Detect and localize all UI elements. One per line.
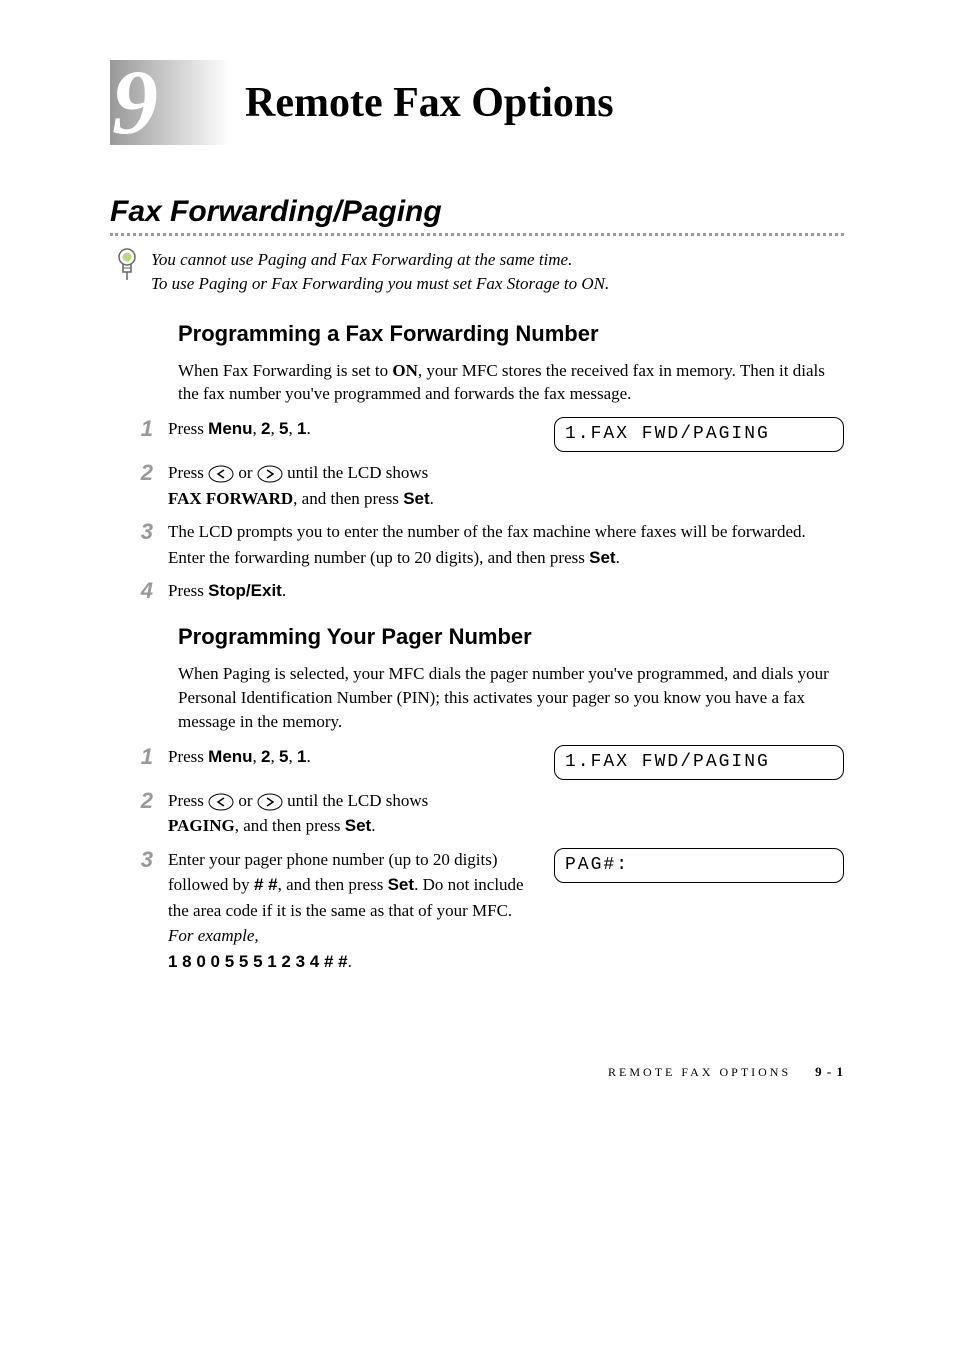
example-number: 1 8 0 0 5 5 5 1 2 3 4 # # <box>168 952 348 971</box>
note-line-2: To use Paging or Fax Forwarding you must… <box>151 274 609 293</box>
right-arrow-icon <box>257 793 283 811</box>
step-text: Press <box>168 463 208 482</box>
subsection-heading-1: Programming a Fax Forwarding Number <box>178 321 844 347</box>
lightbulb-icon <box>115 248 139 284</box>
footer-page-number: 9 - 1 <box>815 1064 844 1079</box>
chapter-header: 9 Remote Fax Options <box>110 60 844 145</box>
step-text: until the LCD shows <box>287 791 428 810</box>
intro-on: ON <box>392 361 418 380</box>
step-number: 3 <box>110 519 168 545</box>
step-number: 1 <box>110 744 168 770</box>
comma: , <box>271 747 280 766</box>
note-container: You cannot use Paging and Fax Forwarding… <box>110 248 844 296</box>
fax-forward-label: FAX FORWARD <box>168 489 293 508</box>
lcd-display: 1.FAX FWD/PAGING <box>554 417 844 452</box>
period: . <box>306 747 310 766</box>
step-text: , and then press <box>235 816 345 835</box>
step-number: 3 <box>110 847 168 873</box>
subsection1-intro: When Fax Forwarding is set to ON, your M… <box>178 359 844 407</box>
hash-keys: # # <box>254 875 278 894</box>
paging-label: PAGING <box>168 816 235 835</box>
note-text: You cannot use Paging and Fax Forwarding… <box>151 248 609 296</box>
step-text: or <box>238 791 256 810</box>
step-text: until the LCD shows <box>287 463 428 482</box>
chapter-number-background: 9 <box>110 60 230 145</box>
key-2: 2 <box>261 419 270 438</box>
period: . <box>348 952 352 971</box>
lcd-display: 1.FAX FWD/PAGING <box>554 745 844 780</box>
comma: , <box>288 419 297 438</box>
step-1-4: 4 Press Stop/Exit. <box>110 578 844 604</box>
step-text: or <box>238 463 256 482</box>
step-text: , and then press <box>293 489 403 508</box>
step-2-2: 2 Press or until the LCD shows PAGING, a… <box>110 788 844 839</box>
period: . <box>306 419 310 438</box>
step-2-3: 3 Enter your pager phone number (up to 2… <box>110 847 844 975</box>
step-1-3: 3 The LCD prompts you to enter the numbe… <box>110 519 844 570</box>
right-arrow-icon <box>257 465 283 483</box>
set-key: Set <box>403 489 429 508</box>
step-1-2: 2 Press or until the LCD shows FAX FORWA… <box>110 460 844 511</box>
example-label: For example, <box>168 926 259 945</box>
section-divider <box>110 233 844 236</box>
left-arrow-icon <box>208 465 234 483</box>
chapter-number: 9 <box>110 63 158 141</box>
chapter-title: Remote Fax Options <box>245 79 614 127</box>
step-number: 2 <box>110 788 168 814</box>
step-text: Press <box>168 419 208 438</box>
step-number: 2 <box>110 460 168 486</box>
step-text: Press <box>168 747 208 766</box>
intro-prefix: When Fax Forwarding is set to <box>178 361 392 380</box>
step-text: , and then press <box>278 875 388 894</box>
menu-key: Menu <box>208 419 252 438</box>
subsection2-intro: When Paging is selected, your MFC dials … <box>178 662 844 733</box>
footer-section: REMOTE FAX OPTIONS <box>608 1065 791 1079</box>
set-key: Set <box>388 875 414 894</box>
set-key: Set <box>589 548 615 567</box>
lcd-display: PAG#: <box>554 848 844 883</box>
step-number: 4 <box>110 578 168 604</box>
menu-key: Menu <box>208 747 252 766</box>
comma: , <box>253 747 262 766</box>
step-1-1: 1 Press Menu, 2, 5, 1. 1.FAX FWD/PAGING <box>110 416 844 452</box>
section-heading: Fax Forwarding/Paging <box>110 195 844 229</box>
stop-exit-key: Stop/Exit <box>208 581 282 600</box>
page-footer: REMOTE FAX OPTIONS 9 - 1 <box>110 1064 844 1080</box>
comma: , <box>253 419 262 438</box>
left-arrow-icon <box>208 793 234 811</box>
subsection-heading-2: Programming Your Pager Number <box>178 624 844 650</box>
key-2: 2 <box>261 747 270 766</box>
set-key: Set <box>345 816 371 835</box>
period: . <box>371 816 375 835</box>
step-text: Press <box>168 791 208 810</box>
step-number: 1 <box>110 416 168 442</box>
step-2-1: 1 Press Menu, 2, 5, 1. 1.FAX FWD/PAGING <box>110 744 844 780</box>
comma: , <box>271 419 280 438</box>
period: . <box>616 548 620 567</box>
note-line-1: You cannot use Paging and Fax Forwarding… <box>151 250 572 269</box>
period: . <box>430 489 434 508</box>
step-text: Press <box>168 581 208 600</box>
period: . <box>282 581 286 600</box>
comma: , <box>288 747 297 766</box>
step-text: The LCD prompts you to enter the number … <box>168 522 806 567</box>
